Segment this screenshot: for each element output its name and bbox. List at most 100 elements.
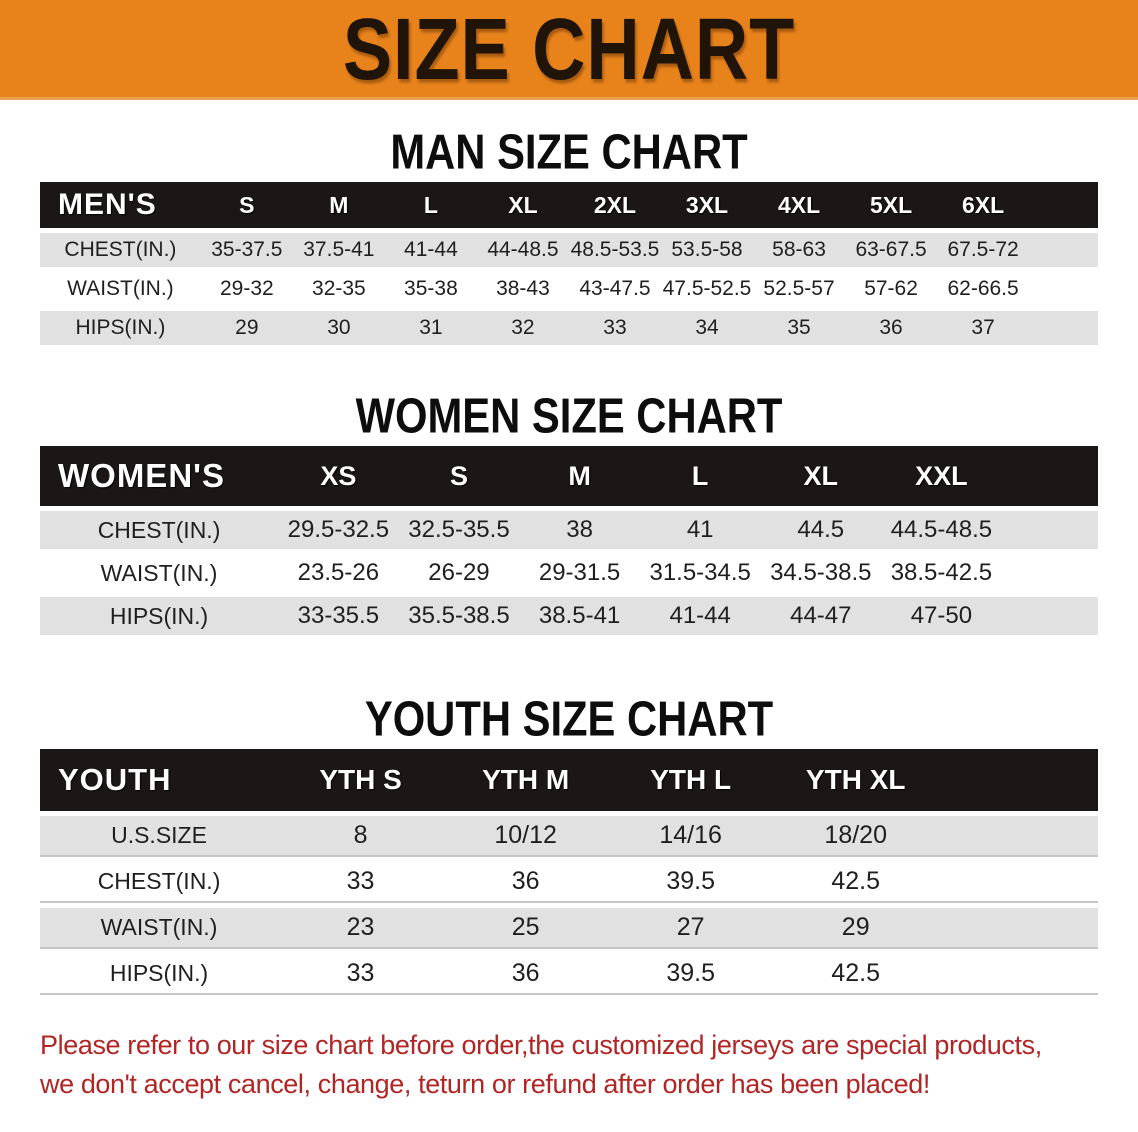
measurement-value: 37 [937,311,1030,345]
measurement-value: 33 [278,954,444,995]
measurement-value: 26-29 [398,554,520,592]
row-spacer [1029,233,1098,267]
measurement-label: WAIST(IN.) [40,908,279,949]
table-row: HIPS(IN.) 33-35.5 35.5-38.5 38.5-41 41-44 44-… [40,597,1098,635]
measurement-value: 48.5-53.5 [568,233,661,267]
measurement-label: CHEST(IN.) [40,511,279,549]
row-spacer [938,908,1098,949]
measurement-value: 44.5-48.5 [881,511,1002,549]
measurement-value: 37.5-41 [292,233,385,267]
measurement-value: 42.5 [773,862,939,903]
size-column-header: 2XL [568,182,661,228]
measurement-label: HIPS(IN.) [40,597,279,635]
row-spacer [938,816,1098,857]
size-column-header: M [519,446,640,506]
measurement-value: 33 [278,862,444,903]
table-row: HIPS(IN.) 33 36 39.5 42.5 [40,954,1098,995]
table-row: WAIST(IN.) 29-32 32-35 35-38 38-43 43-47.5 47.… [40,272,1098,306]
measurement-value: 35-37.5 [200,233,293,267]
measurement-value: 63-67.5 [845,233,938,267]
size-column-header: 3XL [660,182,754,228]
measurement-value: 32 [476,311,569,345]
measurement-value: 36 [443,954,609,995]
row-spacer [1001,597,1098,635]
row-spacer [1029,311,1098,345]
size-column-header: XS [278,446,399,506]
table-row: U.S.SIZE 8 10/12 14/16 18/20 [40,816,1098,857]
order-policy-line-1: Please refer to our size chart before or… [40,1030,1042,1060]
measurement-value: 53.5-58 [660,233,754,267]
measurement-value: 58-63 [753,233,846,267]
title-banner: SIZE CHART [0,0,1138,100]
measurement-value: 35-38 [384,272,477,306]
measurement-value: 39.5 [608,954,774,995]
row-spacer [1029,272,1098,306]
measurement-value: 42.5 [773,954,939,995]
measurement-value: 29-31.5 [519,554,640,592]
measurement-value: 35 [753,311,846,345]
size-column-header: YTH S [278,749,444,811]
size-group-label: MEN'S [40,182,201,228]
header-spacer [1029,182,1098,228]
size-column-header: XXL [881,446,1002,506]
measurement-value: 31 [384,311,477,345]
measurement-value: 38.5-41 [519,597,640,635]
men-section-heading: MAN SIZE CHART [390,125,748,180]
measurement-value: 44-47 [760,597,882,635]
measurement-value: 29 [773,908,939,949]
measurement-value: 47.5-52.5 [660,272,754,306]
size-column-header: 6XL [937,182,1030,228]
size-column-header: XL [760,446,882,506]
measurement-value: 14/16 [608,816,774,857]
size-column-header: S [200,182,293,228]
size-column-header: S [398,446,520,506]
table-row: HIPS(IN.) 29 30 31 32 33 34 35 36 37 [40,311,1098,345]
measurement-value: 32.5-35.5 [398,511,520,549]
measurement-value: 47-50 [881,597,1002,635]
table-row: CHEST(IN.) 29.5-32.5 32.5-35.5 38 41 44.5 44.5… [40,511,1098,549]
measurement-value: 33-35.5 [278,597,399,635]
measurement-value: 33 [568,311,661,345]
measurement-value: 38 [519,511,640,549]
women-header-row: WOMEN'S XS S M L XL XXL [40,446,1098,506]
measurement-label: HIPS(IN.) [40,954,279,995]
size-column-header: M [292,182,385,228]
measurement-value: 31.5-34.5 [639,554,761,592]
row-spacer [938,862,1098,903]
women-section-heading: WOMEN SIZE CHART [355,389,783,444]
measurement-value: 44-48.5 [476,233,569,267]
measurement-value: 34 [660,311,754,345]
measurement-value: 57-62 [845,272,938,306]
measurement-value: 67.5-72 [937,233,1030,267]
row-spacer [938,954,1098,995]
size-column-header: L [639,446,761,506]
measurement-value: 41-44 [639,597,761,635]
measurement-value: 35.5-38.5 [398,597,520,635]
women-size-table: WOMEN'S XS S M L XL XXL CHEST(IN.) 29.5-32.5 32.… [40,441,1098,640]
measurement-label: U.S.SIZE [40,816,279,857]
measurement-value: 23.5-26 [278,554,399,592]
measurement-label: WAIST(IN.) [40,272,201,306]
measurement-value: 29 [200,311,293,345]
table-row: CHEST(IN.) 33 36 39.5 42.5 [40,862,1098,903]
table-row: WAIST(IN.) 23.5-26 26-29 29-31.5 31.5-34.5 34… [40,554,1098,592]
measurement-label: HIPS(IN.) [40,311,201,345]
size-column-header: L [384,182,477,228]
size-group-label: YOUTH [40,749,279,811]
size-column-header: XL [476,182,569,228]
header-spacer [938,749,1098,811]
measurement-value: 34.5-38.5 [760,554,882,592]
men-header-row: MEN'S S M L XL 2XL 3XL 4XL 5XL 6XL [40,182,1098,228]
measurement-value: 25 [443,908,609,949]
size-column-header: YTH M [443,749,609,811]
size-column-header: 4XL [753,182,846,228]
measurement-value: 32-35 [292,272,385,306]
measurement-value: 36 [845,311,938,345]
measurement-value: 18/20 [773,816,939,857]
men-size-table: MEN'S S M L XL 2XL 3XL 4XL 5XL 6XL CHEST(IN.) 35-3… [40,177,1098,350]
measurement-value: 39.5 [608,862,774,903]
measurement-value: 29.5-32.5 [278,511,399,549]
measurement-value: 62-66.5 [937,272,1030,306]
size-column-header: 5XL [845,182,938,228]
